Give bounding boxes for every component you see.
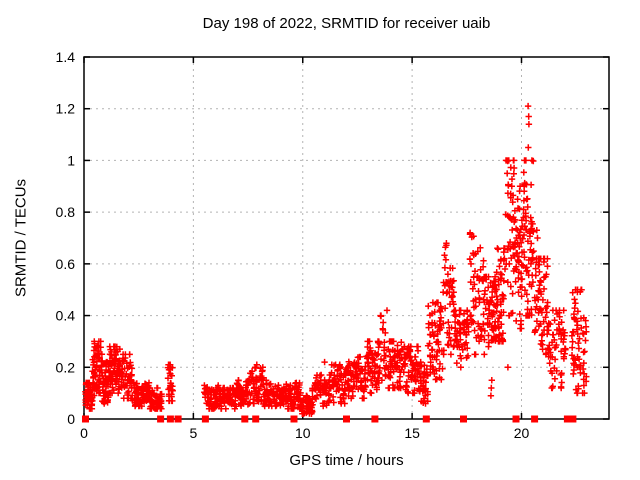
y-tick-label: 0.4 [56, 308, 76, 324]
x-tick-label: 15 [404, 425, 420, 441]
x-tick-label: 0 [80, 425, 88, 441]
zero-value-markers [82, 415, 577, 423]
x-tick-label: 10 [295, 425, 311, 441]
zero-marker-square [371, 415, 379, 423]
x-tick-label: 5 [189, 425, 197, 441]
y-tick-label: 1 [67, 152, 75, 168]
zero-marker-square [157, 415, 165, 423]
x-axis-title: GPS time / hours [289, 452, 404, 469]
zero-marker-square [563, 415, 571, 423]
zero-marker-square [201, 415, 209, 423]
y-tick-label: 0.6 [56, 256, 76, 272]
y-tick-label: 0.8 [56, 204, 76, 220]
zero-marker-square [343, 415, 350, 423]
zero-marker-square [166, 415, 174, 423]
x-tick-label: 20 [514, 425, 530, 441]
chart-title: Day 198 of 2022, SRMTID for receiver uai… [202, 15, 491, 32]
zero-marker-square [241, 415, 249, 423]
zero-marker-square [82, 415, 89, 423]
y-tick-label: 0.2 [56, 359, 76, 375]
x-tick-labels: 0 5 10 15 20 [80, 425, 529, 441]
data-points [82, 102, 590, 417]
zero-marker-square [460, 415, 467, 423]
zero-marker-square [252, 415, 260, 423]
zero-marker-square [569, 415, 577, 423]
y-tick-label: 1.2 [56, 101, 76, 117]
zero-marker-square [531, 415, 539, 423]
y-tick-label: 1.4 [56, 49, 76, 65]
y-tick-label: 0 [67, 411, 75, 427]
zero-marker-square [512, 415, 520, 423]
zero-marker-square [422, 415, 430, 423]
y-tick-labels: 0 0.2 0.4 0.6 0.8 1 1.2 1.4 [56, 49, 76, 427]
zero-marker-square [174, 415, 182, 423]
zero-marker-square [290, 415, 298, 423]
